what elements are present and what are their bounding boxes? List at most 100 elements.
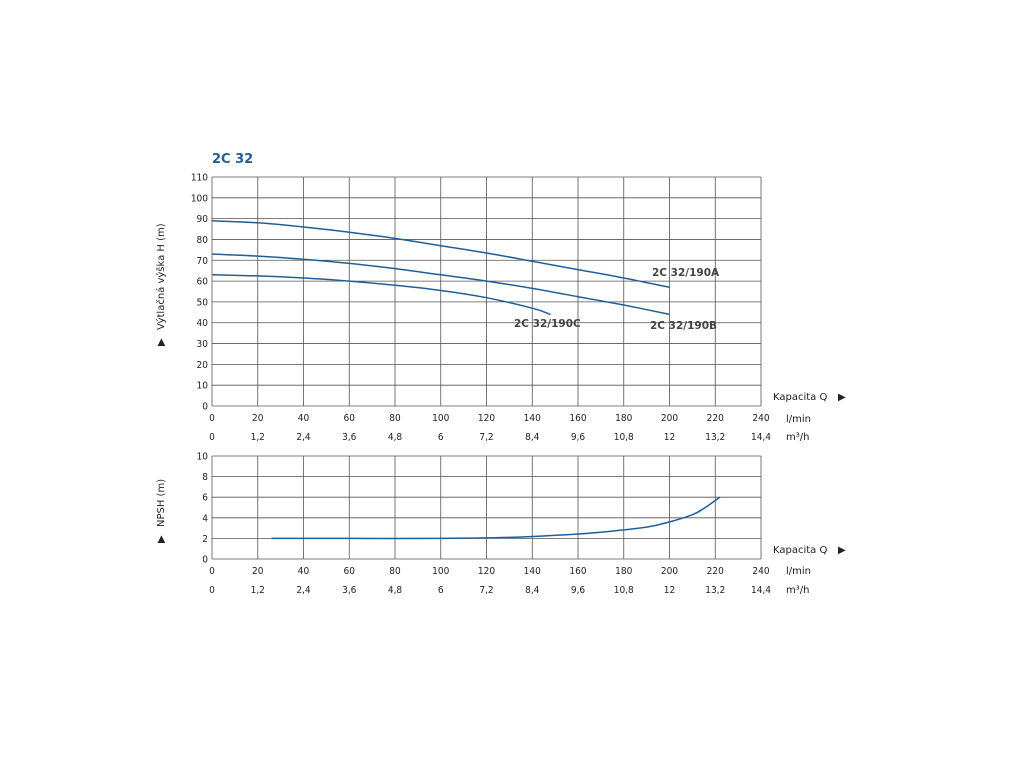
head-x-tick-label: 200 <box>661 413 678 424</box>
npsh-x-tick-label: 200 <box>661 566 678 577</box>
head-x2-unit: m³/h <box>786 432 809 443</box>
head-x-tick-label: 140 <box>524 413 541 424</box>
head-x2-tick-label: 2,4 <box>296 432 311 443</box>
head-x2-tick-label: 7,2 <box>479 432 493 443</box>
npsh-x2-tick-label: 3,6 <box>342 585 357 596</box>
curve-2c-32-190a <box>211 219 670 289</box>
curve-2c-32-190b <box>211 253 670 316</box>
npsh-x2-tick-label: 13,2 <box>705 585 725 596</box>
npsh-x-tick-label: 220 <box>707 566 724 577</box>
npsh-chart: 0 2 4 6 8 10 0 20 40 60 80 100 120 140 160 180 200 220 24… <box>156 452 846 597</box>
head-x-tick-label: 120 <box>478 413 495 424</box>
head-y-tick-label: 80 <box>197 235 209 246</box>
head-y-tick-label: 50 <box>197 297 209 308</box>
npsh-y-tick-label: 8 <box>202 472 208 483</box>
head-y-tick-label: 20 <box>197 360 209 371</box>
curve-npsh <box>271 496 721 540</box>
npsh-x2-tick-label: 6 <box>438 585 444 596</box>
head-x-tick-label: 220 <box>707 413 724 424</box>
head-series-labels: 2C 32/190A 2C 32/190B 2C 32/190C <box>514 267 720 332</box>
npsh-xlabel: Kapacita Q <box>773 545 827 556</box>
series-label-2c-32-190a: 2C 32/190A <box>652 267 720 279</box>
head-y-tick-label: 0 <box>202 402 208 413</box>
npsh-x-tick-label: 20 <box>252 566 264 577</box>
chart-title: 2C 32 <box>212 152 253 167</box>
npsh-x2-unit: m³/h <box>786 585 809 596</box>
head-y-tick-label: 60 <box>197 277 209 288</box>
head-x-tick-label: 180 <box>615 413 632 424</box>
head-x-tick-label: 160 <box>569 413 586 424</box>
npsh-ylabel-arrow: ▶ <box>156 535 167 543</box>
npsh-x2-tick-label: 12 <box>664 585 675 596</box>
head-x-tick-label: 100 <box>432 413 449 424</box>
npsh-chart-grid <box>211 455 762 560</box>
head-x2-tick-label: 14,4 <box>751 432 771 443</box>
head-x2-tick-label: 6 <box>438 432 444 443</box>
npsh-ylabel: NPSH (m) <box>156 479 167 527</box>
head-x2-tick-label: 8,4 <box>525 432 540 443</box>
npsh-x-tick-label: 120 <box>478 566 495 577</box>
head-y-tick-label: 10 <box>197 381 209 392</box>
npsh-x-tick-label: 180 <box>615 566 632 577</box>
head-x-tick-label: 240 <box>752 413 769 424</box>
npsh-y-tick-label: 4 <box>202 513 208 524</box>
npsh-x2-tick-label: 2,4 <box>296 585 311 596</box>
head-x-unit: l/min <box>786 414 811 425</box>
npsh-x-tick-label: 160 <box>569 566 586 577</box>
head-y-tick-label: 110 <box>191 173 208 184</box>
head-x2-tick-label: 12 <box>664 432 675 443</box>
npsh-curves <box>271 496 721 540</box>
npsh-x-tick-label: 40 <box>298 566 310 577</box>
series-label-2c-32-190b: 2C 32/190B <box>650 320 717 332</box>
head-y-tick-label: 90 <box>197 214 209 225</box>
npsh-x2-tick-label: 9,6 <box>571 585 586 596</box>
npsh-x-tick-label: 0 <box>209 566 215 577</box>
head-curves <box>211 219 670 316</box>
head-x-tick-label: 0 <box>209 413 215 424</box>
head-x-tick-label: 80 <box>389 413 401 424</box>
head-y-tick-label: 100 <box>191 193 208 204</box>
series-label-2c-32-190c: 2C 32/190C <box>514 318 581 330</box>
npsh-y-ticks: 0 2 4 6 8 10 <box>197 452 209 566</box>
npsh-x2-tick-label: 1,2 <box>251 585 265 596</box>
npsh-x2-tick-label: 0 <box>209 585 215 596</box>
head-x-tick-label: 60 <box>344 413 356 424</box>
npsh-x-unit: l/min <box>786 566 811 577</box>
npsh-x2-tick-label: 14,4 <box>751 585 771 596</box>
curve-2c-32-190c <box>211 274 551 316</box>
npsh-x-tick-label: 60 <box>344 566 356 577</box>
npsh-x2-tick-label: 8,4 <box>525 585 540 596</box>
head-x-tick-label: 20 <box>252 413 264 424</box>
npsh-x-tick-label: 140 <box>524 566 541 577</box>
npsh-y-tick-label: 2 <box>202 534 208 545</box>
npsh-x-tick-label: 240 <box>752 566 769 577</box>
head-x-ticks: 0 20 40 60 80 100 120 140 160 180 200 220 240 <box>209 413 770 424</box>
head-x2-tick-label: 3,6 <box>342 432 357 443</box>
head-ylabel-arrow: ▶ <box>156 338 167 346</box>
head-chart-grid <box>211 176 762 407</box>
head-xlabel: Kapacita Q <box>773 392 827 403</box>
head-x2-tick-label: 1,2 <box>251 432 265 443</box>
head-x2-tick-label: 10,8 <box>614 432 634 443</box>
head-y-ticks: 0 10 20 30 40 50 60 70 80 90 100 110 <box>191 173 208 413</box>
head-x2-tick-label: 13,2 <box>705 432 725 443</box>
npsh-x-ticks: 0 20 40 60 80 100 120 140 160 180 200 220 240 <box>209 566 770 577</box>
npsh-x-tick-label: 100 <box>432 566 449 577</box>
npsh-x-tick-label: 80 <box>389 566 401 577</box>
head-y-tick-label: 40 <box>197 318 209 329</box>
head-y-tick-label: 30 <box>197 339 209 350</box>
npsh-y-tick-label: 6 <box>202 493 208 504</box>
head-x2-tick-label: 9,6 <box>571 432 586 443</box>
npsh-y-tick-label: 10 <box>197 452 209 463</box>
head-x2-ticks: 0 1,2 2,4 3,6 4,8 6 7,2 8,4 9,6 10,8 12 13,2 14,4 <box>209 432 771 443</box>
head-xlabel-arrow: ▶ <box>838 392 846 403</box>
npsh-x2-tick-label: 10,8 <box>614 585 634 596</box>
npsh-xlabel-arrow: ▶ <box>838 545 846 556</box>
npsh-x2-ticks: 0 1,2 2,4 3,6 4,8 6 7,2 8,4 9,6 10,8 12 13,2 14,4 <box>209 585 771 596</box>
head-ylabel: Výtlačná výška H (m) <box>155 223 167 330</box>
npsh-x2-tick-label: 7,2 <box>479 585 493 596</box>
head-x-tick-label: 40 <box>298 413 310 424</box>
head-x2-tick-label: 0 <box>209 432 215 443</box>
